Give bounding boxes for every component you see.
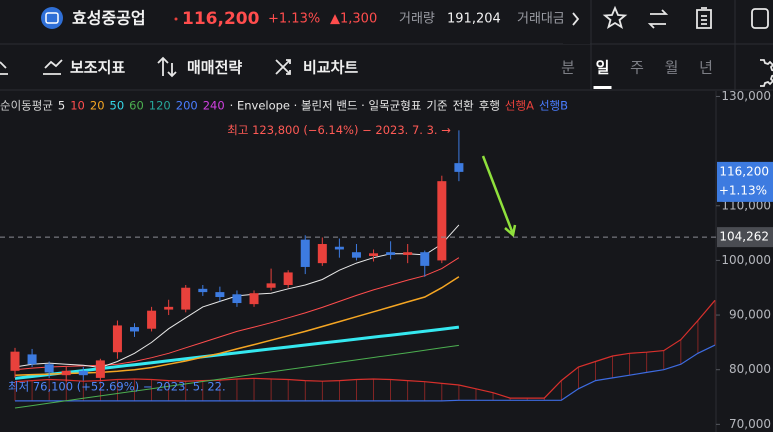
annotation: 최저 76,100 (+52.69%) − 2023. 5. 22. xyxy=(8,380,226,394)
price-label-box xyxy=(717,161,773,202)
legend-entry: 5 xyxy=(58,99,65,113)
toolbar-button[interactable]: 비교차트 xyxy=(303,59,358,77)
logo-mark xyxy=(45,12,59,24)
candle-body xyxy=(95,360,105,378)
price-label: 116,200 xyxy=(719,164,769,178)
period-tab[interactable]: 년 xyxy=(699,59,713,77)
legend-entry: 60 xyxy=(129,99,144,113)
compare-icon xyxy=(275,59,291,75)
layout-button[interactable] xyxy=(751,8,769,29)
legend-entry: 후행 xyxy=(479,99,500,113)
candle-body xyxy=(454,163,464,172)
candle-body xyxy=(334,246,344,250)
legend-entry: 240 xyxy=(203,99,225,113)
toolbar-button[interactable]: 보조지표 xyxy=(70,59,125,77)
candle-body xyxy=(147,310,157,329)
stock-logo xyxy=(41,7,63,29)
ma-line xyxy=(14,325,460,380)
candle-body xyxy=(215,292,225,298)
annotation: 최고 123,800 (−6.14%) − 2023. 7. 3. → xyxy=(227,123,451,137)
period-tab[interactable]: 주 xyxy=(630,59,644,77)
candle-body xyxy=(164,306,174,310)
candle-body xyxy=(317,244,327,264)
candle-body xyxy=(130,327,140,332)
candle-body xyxy=(249,293,259,305)
ma-line xyxy=(14,276,460,376)
candle-body xyxy=(198,288,208,293)
legend-entry: 20 xyxy=(90,99,105,113)
legend-entry: 50 xyxy=(110,99,125,113)
candle-body xyxy=(351,252,361,258)
legend-entry: 120 xyxy=(149,99,171,113)
y-tick-label: 80,000 xyxy=(729,362,771,376)
legend-entry: 200 xyxy=(176,99,198,113)
candle-body xyxy=(369,253,379,257)
y-tick-label: 130,000 xyxy=(721,89,771,103)
candle-body xyxy=(232,294,242,304)
price: 116,200 xyxy=(182,9,260,29)
legend-entry: 기준 xyxy=(426,99,447,113)
candle-body xyxy=(300,239,310,267)
note-button[interactable] xyxy=(696,7,712,29)
candle-body xyxy=(181,287,191,310)
tab-underline xyxy=(593,86,612,89)
candle-body xyxy=(112,325,122,353)
period-tab[interactable]: 분 xyxy=(561,59,575,77)
period-tab[interactable]: 일 xyxy=(596,59,610,77)
price-label-sub: +1.13% xyxy=(719,183,767,197)
y-tick-label: 100,000 xyxy=(721,253,771,267)
candle-body xyxy=(27,354,37,365)
candle-body xyxy=(44,364,54,373)
volume-label: 거래량 xyxy=(399,12,435,27)
candle-body xyxy=(10,351,20,371)
candle-body xyxy=(61,370,71,376)
change-pct: +1.13% xyxy=(268,12,320,27)
change: ▲1,300 xyxy=(330,12,377,27)
dot xyxy=(174,17,178,21)
candle-body xyxy=(386,252,396,255)
price-label: 104,262 xyxy=(719,230,769,244)
switch-button[interactable] xyxy=(647,9,669,29)
candle-body xyxy=(403,252,413,255)
volume: 191,204 xyxy=(447,12,501,27)
draw-tool[interactable] xyxy=(0,61,8,75)
legend-entry: 선행A xyxy=(505,99,534,113)
legend-entry: 전환 xyxy=(453,99,475,113)
candle-body xyxy=(420,252,430,266)
favorite-button[interactable] xyxy=(602,5,628,29)
legend-entry: 순이동평균 xyxy=(0,99,53,113)
y-tick-label: 90,000 xyxy=(729,308,771,322)
amount-label: 거래대금 xyxy=(517,12,565,27)
indicator-icon xyxy=(43,59,63,75)
period-tab[interactable]: 월 xyxy=(665,59,679,77)
annotation-arrow xyxy=(481,155,517,238)
strategy-icon xyxy=(157,56,177,78)
settings-button[interactable] xyxy=(760,59,773,87)
price-label-box xyxy=(717,227,773,248)
legend-entry: 선행B xyxy=(539,99,568,113)
stock-name: 효성중공업 xyxy=(72,9,146,28)
toolbar-button[interactable]: 매매전략 xyxy=(187,59,242,77)
more-arrow[interactable] xyxy=(572,12,580,26)
candle-body xyxy=(266,283,276,288)
candle-body xyxy=(283,272,293,285)
candle-body xyxy=(437,181,447,261)
span-b-line xyxy=(15,344,716,402)
ma-line xyxy=(14,344,459,409)
y-tick-label: 70,000 xyxy=(729,417,771,431)
legend-entry: 10 xyxy=(70,99,85,113)
legend-entry: · Envelope · 볼린저 밴드 · 일목균형표 xyxy=(230,99,422,113)
candle-body xyxy=(78,370,88,376)
span-a-line xyxy=(14,299,716,399)
